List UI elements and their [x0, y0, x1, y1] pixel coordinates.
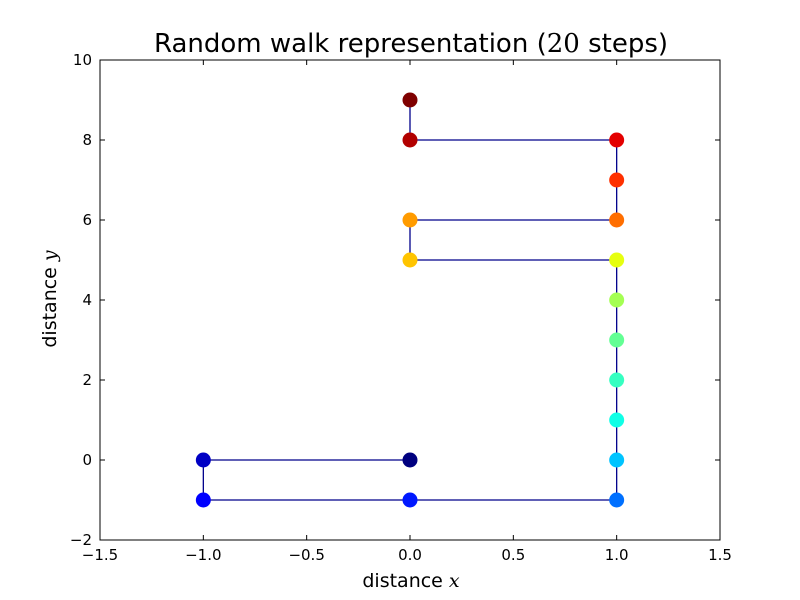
walk-point: [609, 172, 625, 188]
walk-point: [609, 292, 625, 308]
title-number: 20: [547, 29, 580, 59]
walk-point: [609, 252, 625, 268]
y-tick-label: 2: [82, 371, 92, 389]
walk-point: [402, 492, 418, 508]
title-prefix: Random walk representation (: [154, 29, 547, 59]
walk-point: [195, 492, 211, 508]
walk-point: [402, 92, 418, 108]
x-tick-label: 1.5: [708, 546, 732, 564]
walk-point: [195, 452, 211, 468]
title-suffix: steps): [580, 29, 668, 59]
y-tick-label: 8: [82, 131, 92, 149]
chart-title: Random walk representation (20 steps): [154, 29, 668, 59]
y-tick-label: 4: [82, 291, 92, 309]
walk-point: [609, 212, 625, 228]
walk-point: [609, 412, 625, 428]
walk-point: [402, 452, 418, 468]
walk-point: [609, 372, 625, 388]
y-axis-label: distance y: [39, 250, 61, 348]
x-axis-label-var: x: [449, 570, 460, 592]
walk-point: [402, 212, 418, 228]
x-axis-label: distance x: [362, 570, 460, 592]
x-tick-label: 0.5: [501, 546, 525, 564]
walk-point: [609, 492, 625, 508]
y-axis-label-var: y: [39, 250, 61, 262]
y-axis-label-text: distance: [39, 261, 61, 348]
y-tick-label: 0: [82, 451, 92, 469]
walk-point: [609, 132, 625, 148]
x-tick-label: 0.0: [398, 546, 422, 564]
y-tick-label: −2: [70, 531, 92, 549]
walk-point: [402, 252, 418, 268]
x-tick-label: −1.5: [82, 546, 118, 564]
x-tick-label: −1.0: [185, 546, 221, 564]
x-axis-label-text: distance: [362, 570, 449, 592]
walk-point: [402, 132, 418, 148]
walk-path-line: [202, 100, 618, 501]
walk-point: [609, 332, 625, 348]
y-tick-label: 6: [82, 211, 92, 229]
walk-point: [609, 452, 625, 468]
plot-area: −1.5 −1.0 −0.5 0.0 0.5 1.0 1.5 −2 0 2 4 6 8 10: [70, 51, 732, 564]
x-tick-label: 1.0: [605, 546, 629, 564]
y-tick-label: 10: [73, 51, 92, 69]
x-tick-label: −0.5: [288, 546, 324, 564]
